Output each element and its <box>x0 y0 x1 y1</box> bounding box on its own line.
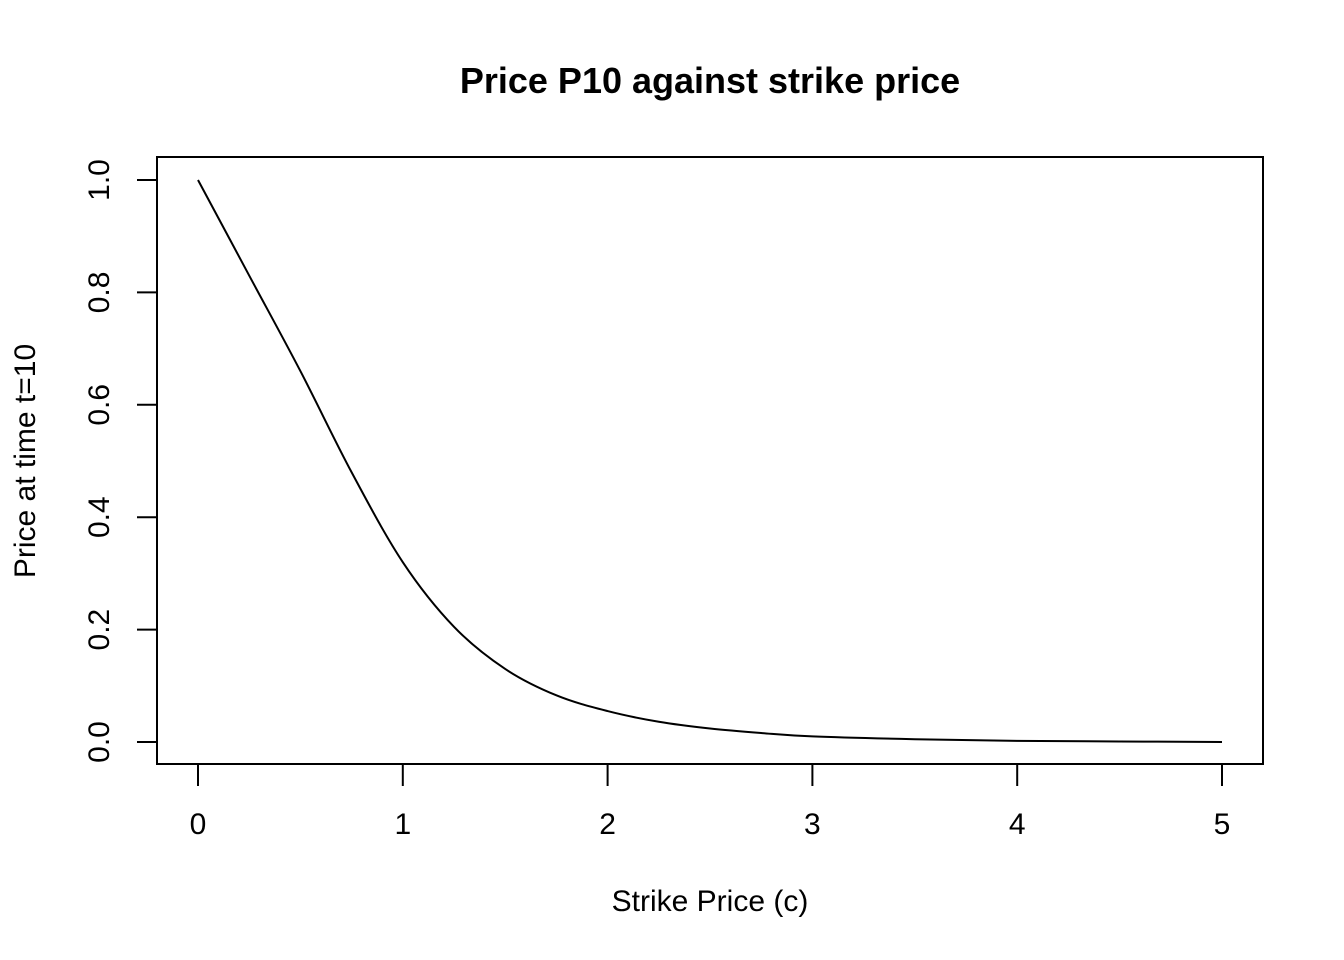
x-tick-label: 4 <box>1009 808 1026 841</box>
x-tick-label: 0 <box>190 808 207 841</box>
chart-title: Price P10 against strike price <box>460 60 960 101</box>
plot-frame <box>156 156 1264 765</box>
x-tick-label: 2 <box>599 808 616 841</box>
series-line <box>197 179 1223 743</box>
x-tick-label: 5 <box>1214 808 1231 841</box>
y-tick-label: 0.8 <box>83 272 116 314</box>
y-tick-label: 0.0 <box>83 721 116 763</box>
y-tick-label: 0.6 <box>83 384 116 426</box>
y-axis-label: Price at time t=10 <box>9 344 42 578</box>
x-axis: 0 1 2 3 4 5 <box>190 763 1231 841</box>
x-tick-label: 1 <box>394 808 411 841</box>
y-tick-label: 1.0 <box>83 159 116 201</box>
y-tick-label: 0.2 <box>83 609 116 651</box>
x-axis-label: Strike Price (c) <box>612 885 809 918</box>
y-axis: 0.0 0.2 0.4 0.6 0.8 1.0 <box>83 159 158 763</box>
y-tick-label: 0.4 <box>83 496 116 538</box>
x-tick-label: 3 <box>804 808 821 841</box>
